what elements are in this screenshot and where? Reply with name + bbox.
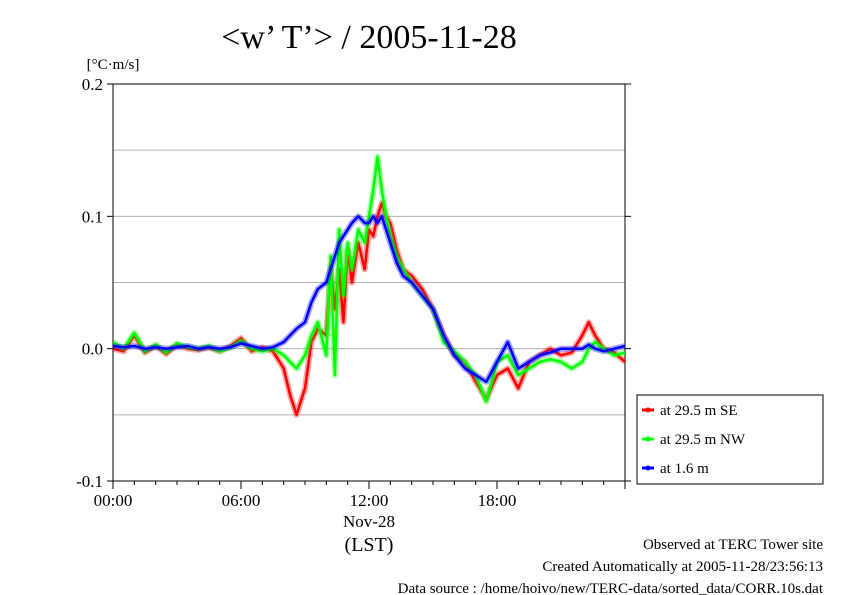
legend-marker bbox=[645, 465, 651, 471]
y-tick-label: 0.0 bbox=[82, 340, 103, 359]
legend-marker bbox=[645, 407, 651, 413]
legend-label: at 1.6 m bbox=[660, 461, 709, 477]
legend: at 29.5 m SE at 29.5 m NW at 1.6 m bbox=[642, 403, 746, 477]
y-tick-label: -0.1 bbox=[76, 472, 103, 491]
footer-data-source: Data source : /home/hoivo/new/TERC-data/… bbox=[398, 581, 824, 595]
series-3 bbox=[113, 213, 625, 385]
series-2 bbox=[113, 153, 625, 405]
series-layer bbox=[113, 153, 625, 418]
x-axis-unit-label: (LST) bbox=[345, 534, 394, 556]
legend-box bbox=[636, 394, 824, 485]
y-tick-label: 0.2 bbox=[82, 75, 103, 94]
x-tick-label: 06:00 bbox=[222, 491, 261, 510]
footer-created: Created Automatically at 2005-11-28/23:5… bbox=[542, 559, 823, 575]
chart-title: <w’ T’> / 2005-11-28 bbox=[221, 19, 517, 56]
series-line bbox=[113, 215, 625, 384]
x-tick-label: 18:00 bbox=[478, 491, 517, 510]
footer-observed: Observed at TERC Tower site bbox=[643, 537, 823, 553]
gridlines bbox=[113, 149, 625, 416]
series-line bbox=[113, 155, 625, 403]
x-tick-label: 12:00 bbox=[350, 491, 389, 510]
y-tick-label: 0.1 bbox=[82, 207, 103, 226]
legend-label: at 29.5 m NW bbox=[660, 432, 746, 448]
x-axis-date-label: Nov-28 bbox=[343, 512, 395, 531]
legend-label: at 29.5 m SE bbox=[660, 403, 738, 419]
legend-marker bbox=[645, 436, 651, 442]
x-axis: 00:00 06:00 12:00 18:00 bbox=[94, 481, 626, 510]
x-tick-label: 00:00 bbox=[94, 491, 133, 510]
y-axis: 0.2 0.1 0.0 -0.1 bbox=[76, 75, 631, 491]
y-axis-unit-label: [°C·m/s] bbox=[87, 57, 140, 73]
series-line-halo bbox=[113, 153, 625, 405]
